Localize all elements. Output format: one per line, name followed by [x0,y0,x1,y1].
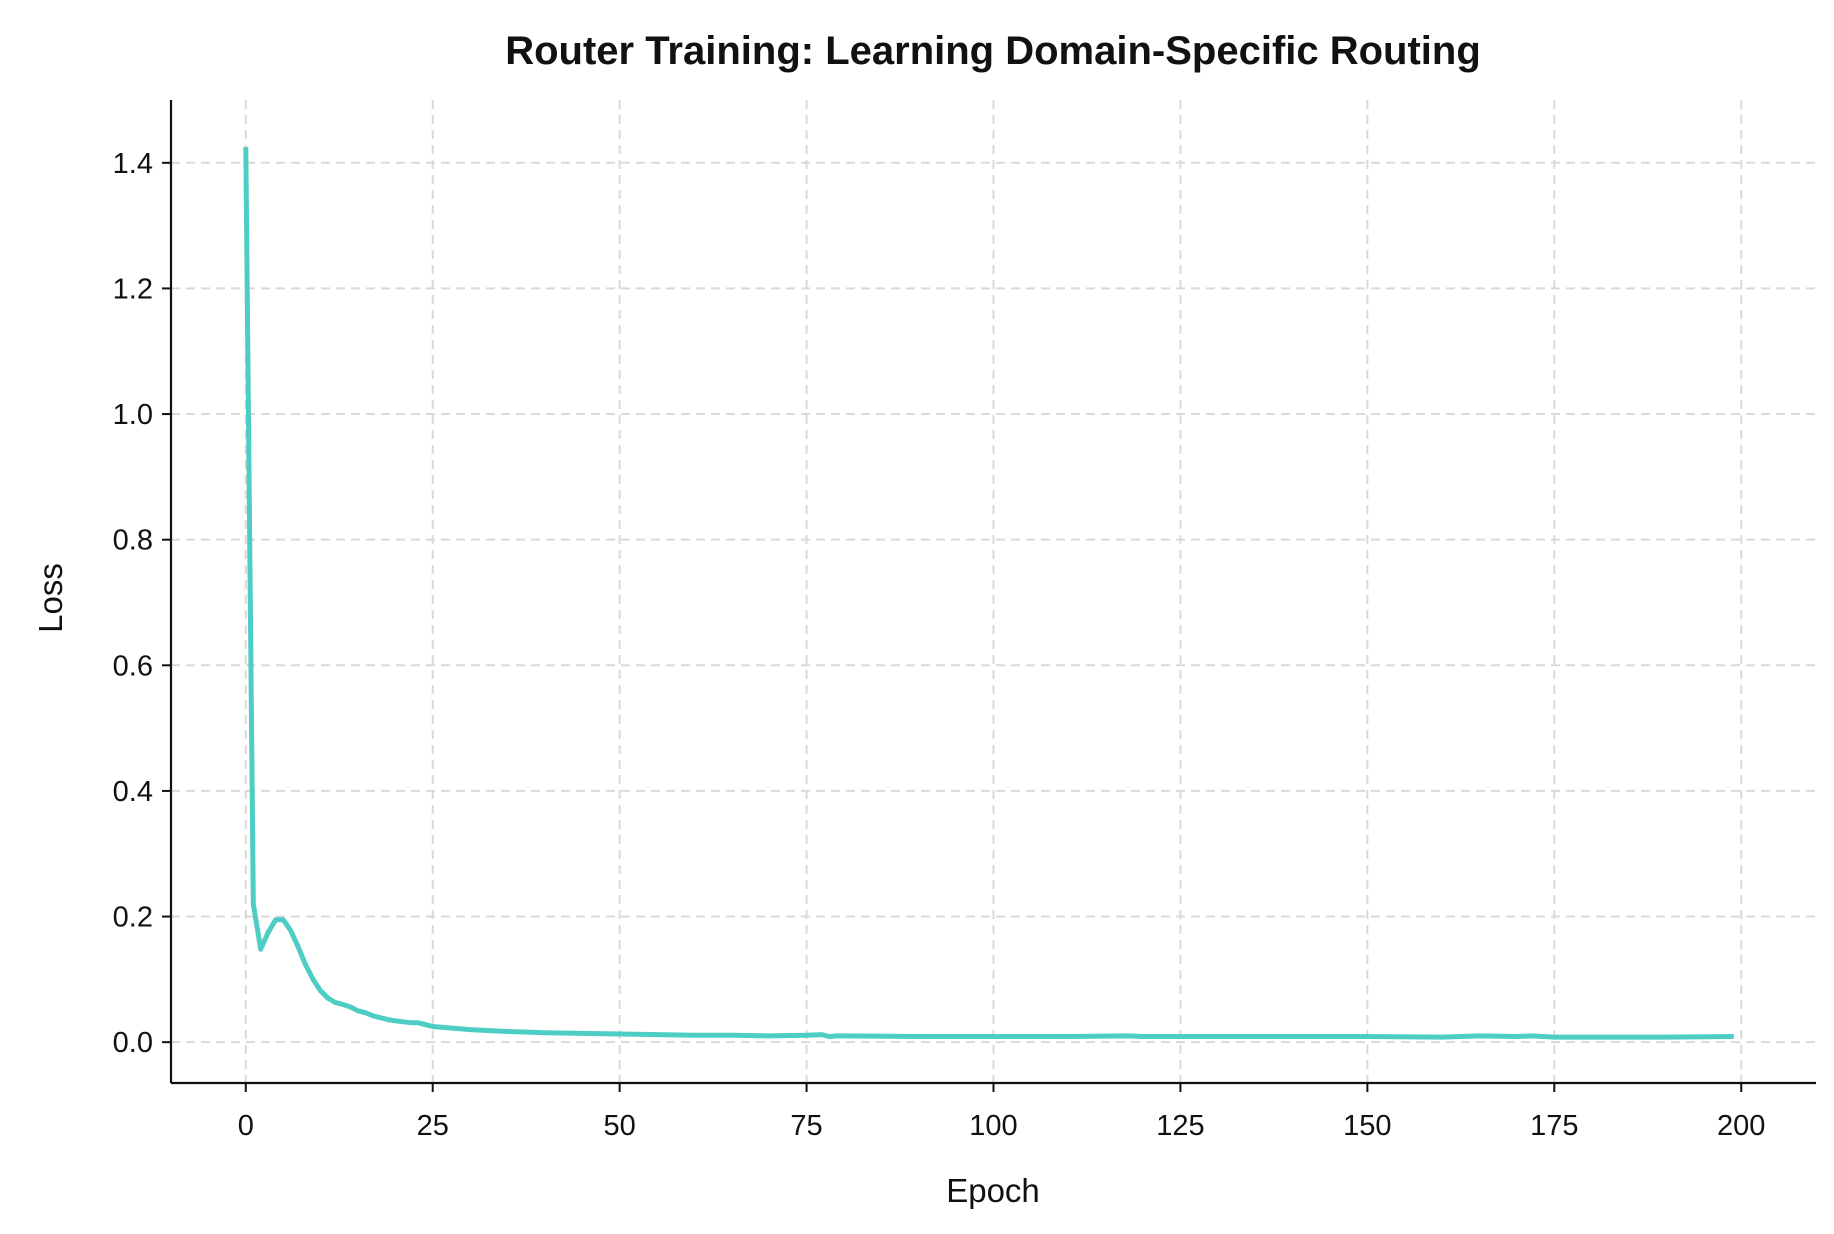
x-tick-label: 50 [604,1110,636,1142]
y-tick-label: 1.2 [113,273,153,305]
loss-series-line [243,147,1734,1040]
axes [169,100,1816,1085]
x-tick-label: 200 [1717,1110,1765,1142]
x-tick-label: 100 [969,1110,1017,1142]
y-ticks: 0.0 0.2 0.4 0.6 0.8 1.0 1.2 1.4 [113,148,171,1059]
y-tick-label: 0.8 [113,525,153,557]
y-tick-label: 0.4 [113,776,153,808]
x-tick-label: 125 [1156,1110,1204,1142]
y-tick-label: 1.4 [113,148,153,180]
y-tick-label: 0.0 [113,1027,153,1059]
y-axis-label: Loss [32,563,69,633]
y-tick-label: 0.6 [113,650,153,682]
y-tick-label: 1.0 [113,399,153,431]
x-tick-label: 75 [790,1110,822,1142]
x-ticks: 0 25 50 75 100 125 150 175 200 [238,1083,1765,1142]
series-layer [243,147,1734,1040]
grid [171,100,1816,1083]
x-axis-label: Epoch [946,1172,1040,1209]
chart-title: Router Training: Learning Domain-Specifi… [505,29,1481,73]
x-tick-label: 175 [1530,1110,1578,1142]
x-tick-label: 150 [1343,1110,1391,1142]
y-tick-label: 0.2 [113,902,153,934]
x-tick-label: 25 [417,1110,449,1142]
x-tick-label: 0 [238,1110,254,1142]
